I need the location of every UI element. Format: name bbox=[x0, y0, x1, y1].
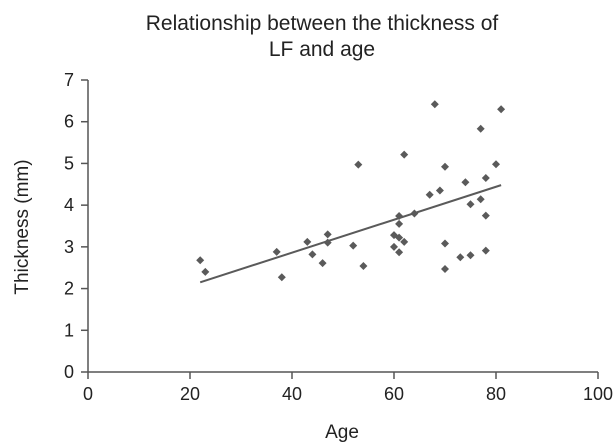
x-tick-label: 40 bbox=[282, 384, 302, 404]
tick-labels: 0 20 40 60 80 100 0 1 2 3 4 5 6 7 bbox=[64, 70, 613, 404]
data-point bbox=[390, 242, 398, 251]
data-point bbox=[323, 230, 332, 239]
data-point bbox=[466, 200, 475, 209]
data-point bbox=[395, 219, 404, 228]
y-tick-label: 3 bbox=[64, 237, 74, 257]
data-point bbox=[435, 186, 444, 195]
data-points bbox=[196, 100, 506, 282]
data-point bbox=[323, 238, 332, 247]
data-point bbox=[277, 273, 286, 282]
chart-title-line-1: Relationship between the thickness of bbox=[146, 12, 499, 35]
data-point bbox=[441, 162, 449, 171]
y-axis-label: Thickness (mm) bbox=[12, 159, 33, 294]
data-point bbox=[410, 209, 419, 218]
trendline bbox=[199, 184, 502, 284]
data-point bbox=[481, 211, 490, 220]
y-tick-label: 0 bbox=[64, 362, 74, 382]
data-point bbox=[481, 174, 490, 183]
y-tick-label: 1 bbox=[64, 320, 74, 340]
data-point bbox=[349, 241, 358, 250]
axes bbox=[87, 80, 598, 373]
data-point bbox=[441, 239, 449, 248]
data-point bbox=[201, 267, 210, 276]
data-point bbox=[400, 237, 409, 246]
chart-title: Relationship between the thickness of LF… bbox=[146, 12, 499, 61]
data-point bbox=[425, 190, 434, 199]
data-point bbox=[318, 259, 327, 268]
x-tick-label: 100 bbox=[583, 384, 613, 404]
data-point bbox=[441, 264, 449, 273]
data-point bbox=[481, 246, 490, 255]
data-point bbox=[456, 253, 465, 262]
data-point bbox=[492, 160, 500, 169]
data-point bbox=[395, 233, 404, 242]
data-point bbox=[400, 150, 409, 159]
data-point bbox=[497, 105, 506, 114]
data-point bbox=[272, 247, 281, 256]
data-point bbox=[466, 251, 475, 260]
y-tick-label: 2 bbox=[64, 279, 74, 299]
data-point bbox=[395, 211, 404, 220]
data-point bbox=[308, 250, 317, 259]
y-tick-label: 7 bbox=[64, 70, 74, 90]
data-point bbox=[476, 195, 485, 204]
x-axis-label: Age bbox=[325, 422, 359, 443]
data-point bbox=[359, 262, 368, 271]
x-tick-label: 60 bbox=[384, 384, 404, 404]
x-tick-label: 20 bbox=[180, 384, 200, 404]
tick-marks bbox=[81, 79, 599, 379]
chart-title-line-2: LF and age bbox=[269, 38, 375, 61]
x-tick-label: 0 bbox=[83, 384, 93, 404]
data-point bbox=[196, 256, 205, 265]
data-point bbox=[430, 100, 439, 109]
y-tick-label: 6 bbox=[64, 112, 74, 132]
x-tick-label: 80 bbox=[486, 384, 506, 404]
y-tick-label: 4 bbox=[64, 195, 74, 215]
data-point bbox=[354, 160, 363, 169]
data-point bbox=[395, 248, 404, 257]
data-point bbox=[461, 178, 470, 187]
data-point bbox=[303, 237, 312, 246]
data-point bbox=[476, 124, 485, 133]
y-tick-label: 5 bbox=[64, 153, 74, 173]
